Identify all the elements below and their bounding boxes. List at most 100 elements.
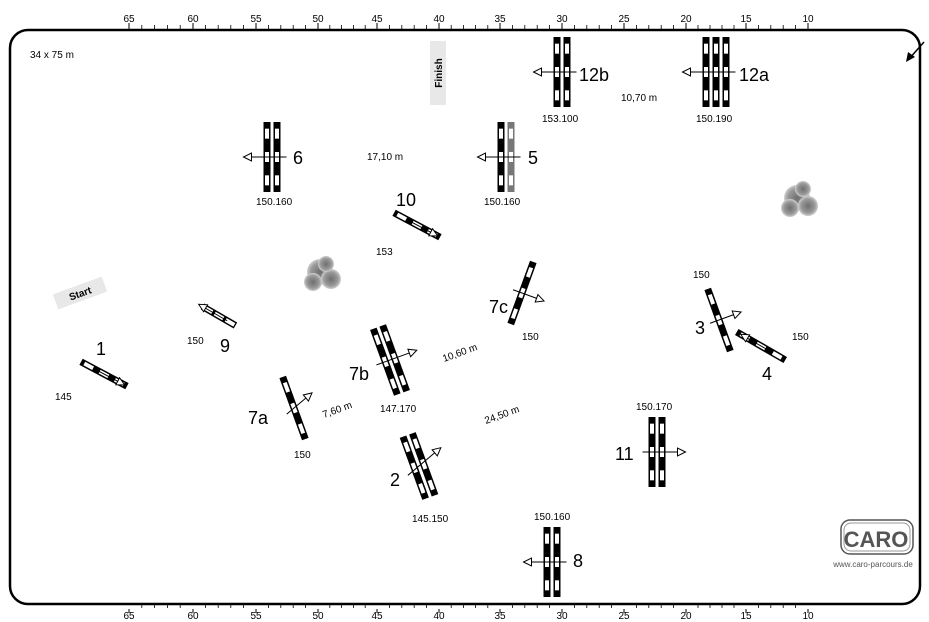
jump-4 bbox=[735, 328, 787, 364]
obstacle-number-1: 1 bbox=[96, 339, 106, 359]
jump-9 bbox=[197, 303, 238, 329]
ruler-label: 10 bbox=[802, 14, 814, 25]
direction-arrow-icon bbox=[407, 446, 442, 476]
jump-5 bbox=[476, 122, 521, 192]
obstacle-height-7c: 150 bbox=[522, 332, 539, 343]
obstacle-height-1: 145 bbox=[55, 392, 72, 403]
ruler-label: 30 bbox=[556, 611, 568, 622]
ruler-label: 50 bbox=[312, 14, 324, 25]
jump-7b bbox=[370, 324, 418, 396]
ruler-label: 60 bbox=[187, 611, 199, 622]
obstacle-height-5: 150.160 bbox=[484, 197, 521, 208]
ruler-label: 35 bbox=[494, 14, 506, 25]
distance-label: 10,70 m bbox=[621, 93, 657, 104]
logo-text: CARO bbox=[844, 527, 909, 552]
direction-arrow-icon bbox=[408, 220, 439, 237]
obstacle-height-11: 150.170 bbox=[636, 402, 673, 413]
distance-label: 7,60 m bbox=[321, 400, 353, 421]
obstacle-height-7a: 150 bbox=[294, 450, 311, 461]
distance-label: 17,10 m bbox=[367, 152, 403, 163]
ruler-label: 20 bbox=[680, 611, 692, 622]
caro-logo: CARO www.caro-parcours.de bbox=[832, 519, 914, 569]
jump-7c bbox=[507, 260, 546, 326]
direction-arrow-icon bbox=[642, 447, 687, 457]
obstacle-height-12b: 153.100 bbox=[542, 114, 579, 125]
obstacle-number-7b: 7b bbox=[349, 364, 369, 384]
jump-8 bbox=[522, 527, 567, 597]
jump-11 bbox=[642, 417, 687, 487]
distance-label: 10,60 m bbox=[441, 342, 479, 365]
ruler-label: 25 bbox=[618, 14, 630, 25]
ruler-label: 15 bbox=[740, 611, 752, 622]
obstacle-number-12a: 12a bbox=[739, 65, 770, 85]
ruler-label: 40 bbox=[433, 611, 445, 622]
ruler-label: 60 bbox=[187, 14, 199, 25]
arena-size-label: 34 x 75 m bbox=[30, 50, 74, 61]
obstacle-height-7b: 147.170 bbox=[380, 404, 417, 415]
obstacle-height-2: 145.150 bbox=[412, 514, 449, 525]
obstacle-number-7a: 7a bbox=[248, 408, 269, 428]
jump-3 bbox=[704, 287, 743, 353]
direction-arrow-icon bbox=[739, 333, 770, 352]
jump-2 bbox=[399, 432, 442, 500]
ruler-label: 30 bbox=[556, 14, 568, 25]
obstacle-number-11: 11 bbox=[615, 444, 634, 464]
obstacle-number-6: 6 bbox=[293, 148, 303, 168]
ruler-label: 65 bbox=[123, 611, 135, 622]
obstacle-number-2: 2 bbox=[390, 470, 400, 490]
obstacle-number-4: 4 bbox=[762, 364, 772, 384]
obstacle-height-8: 150.160 bbox=[534, 512, 571, 523]
jump-12b bbox=[532, 37, 577, 107]
direction-arrow-icon bbox=[376, 348, 418, 366]
ruler-label: 45 bbox=[371, 611, 383, 622]
direction-arrow-icon bbox=[532, 67, 577, 77]
ruler-label: 10 bbox=[802, 611, 814, 622]
obstacle-height-4: 150 bbox=[792, 332, 809, 343]
direction-arrow-icon bbox=[522, 557, 567, 567]
jump-6 bbox=[242, 122, 287, 192]
obstacle-number-5: 5 bbox=[528, 148, 538, 168]
obstacle-height-10: 153 bbox=[376, 247, 393, 258]
ruler: 6565606055555050454540403535303025252020… bbox=[123, 14, 814, 622]
brand-url: www.caro-parcours.de bbox=[832, 560, 913, 569]
direction-arrow-icon bbox=[709, 310, 743, 324]
direction-arrow-icon bbox=[242, 152, 287, 162]
direction-arrow-icon bbox=[681, 67, 736, 77]
jump-1 bbox=[79, 358, 129, 390]
ruler-label: 20 bbox=[680, 14, 692, 25]
obstacle-height-3: 150 bbox=[693, 270, 710, 281]
ruler-label: 25 bbox=[618, 611, 630, 622]
obstacle-number-10: 10 bbox=[396, 190, 416, 210]
obstacle-number-12b: 12b bbox=[579, 65, 609, 85]
ruler-label: 45 bbox=[371, 14, 383, 25]
jump-7a bbox=[279, 375, 313, 441]
bush-icon bbox=[781, 181, 818, 217]
obstacles bbox=[79, 37, 787, 597]
obstacle-number-7c: 7c bbox=[489, 297, 508, 317]
ruler-label: 15 bbox=[740, 14, 752, 25]
direction-arrow-icon bbox=[512, 289, 546, 303]
distance-label: 24,50 m bbox=[483, 404, 521, 427]
ruler-label: 65 bbox=[123, 14, 135, 25]
jump-10 bbox=[392, 209, 442, 241]
finish-marker: Finish bbox=[430, 41, 446, 105]
ruler-label: 55 bbox=[250, 14, 262, 25]
direction-arrow-icon bbox=[197, 303, 228, 322]
direction-arrow-icon bbox=[906, 41, 925, 62]
arena-border bbox=[8, 28, 922, 606]
obstacle-height-12a: 150.190 bbox=[696, 114, 733, 125]
obstacle-number-9: 9 bbox=[220, 336, 230, 356]
bush-icon bbox=[304, 256, 341, 291]
obstacle-height-6: 150.160 bbox=[256, 197, 293, 208]
ruler-label: 40 bbox=[433, 14, 445, 25]
direction-arrow-icon bbox=[95, 369, 126, 386]
direction-arrow-icon bbox=[286, 392, 313, 415]
start-marker: Start bbox=[52, 276, 108, 310]
direction-arrow-icon bbox=[476, 152, 521, 162]
jump-12a bbox=[681, 37, 736, 107]
obstacle-height-9: 150 bbox=[187, 336, 204, 347]
obstacle-number-3: 3 bbox=[695, 318, 705, 338]
ruler-label: 55 bbox=[250, 611, 262, 622]
obstacle-number-8: 8 bbox=[573, 551, 583, 571]
